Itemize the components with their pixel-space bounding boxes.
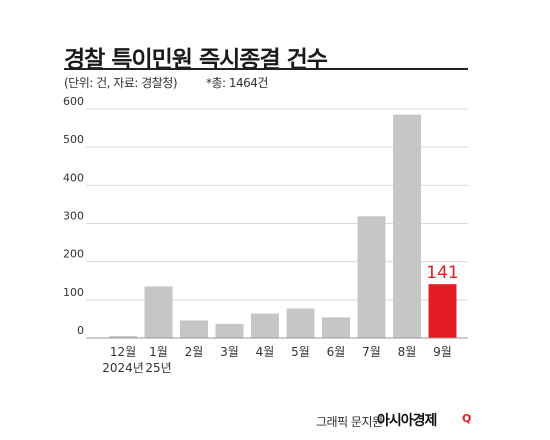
x-tick-label: 12월 (110, 345, 136, 359)
y-tick-label: 100 (63, 286, 84, 299)
y-tick-label: 200 (63, 248, 84, 261)
x-tick-sublabel: 2024년 (102, 361, 144, 375)
y-tick-label: 600 (63, 95, 84, 108)
title-rule (64, 68, 468, 70)
x-tick-label: 8월 (398, 345, 417, 359)
chart-total-note: *총: 1464건 (206, 76, 268, 90)
graphic-credit: 그래픽 문지원 (316, 415, 383, 429)
bar-9 (393, 114, 421, 338)
x-tick-label: 6월 (327, 345, 346, 359)
y-tick-label: 300 (63, 210, 84, 223)
x-tick-label: 9월 (433, 345, 452, 359)
x-tick-label: 2월 (185, 345, 204, 359)
bar-4 (215, 323, 244, 338)
x-tick-label: 5월 (291, 345, 310, 359)
bar-10 (428, 284, 457, 338)
bar-8 (357, 216, 386, 338)
bar-6 (286, 308, 315, 338)
x-tick-label: 4월 (256, 345, 275, 359)
chart-unit-source: (단위: 건, 자료: 경찰청) (64, 76, 178, 90)
bar-chart: 0 100 200 300 400 500 600 12월 2024년 1월 25년 2월 3월 4월 5월… (63, 95, 468, 375)
bar-2 (144, 286, 173, 338)
bar-1 (109, 336, 137, 338)
y-tick-label: 400 (63, 171, 84, 184)
bar-7 (322, 317, 350, 338)
brand-logo: 아시아경제 (377, 413, 437, 429)
bar-5 (251, 313, 279, 338)
x-tick-label: 7월 (362, 345, 381, 359)
x-tick-sublabel: 25년 (145, 361, 171, 375)
y-tick-label: 500 (63, 133, 84, 146)
data-label: 141 (426, 263, 458, 283)
brand-mark-icon: Q (462, 412, 472, 425)
y-tick-label: 0 (77, 324, 84, 337)
x-tick-label: 3월 (220, 345, 239, 359)
bar-3 (180, 320, 208, 338)
x-tick-label: 1월 (149, 345, 168, 359)
